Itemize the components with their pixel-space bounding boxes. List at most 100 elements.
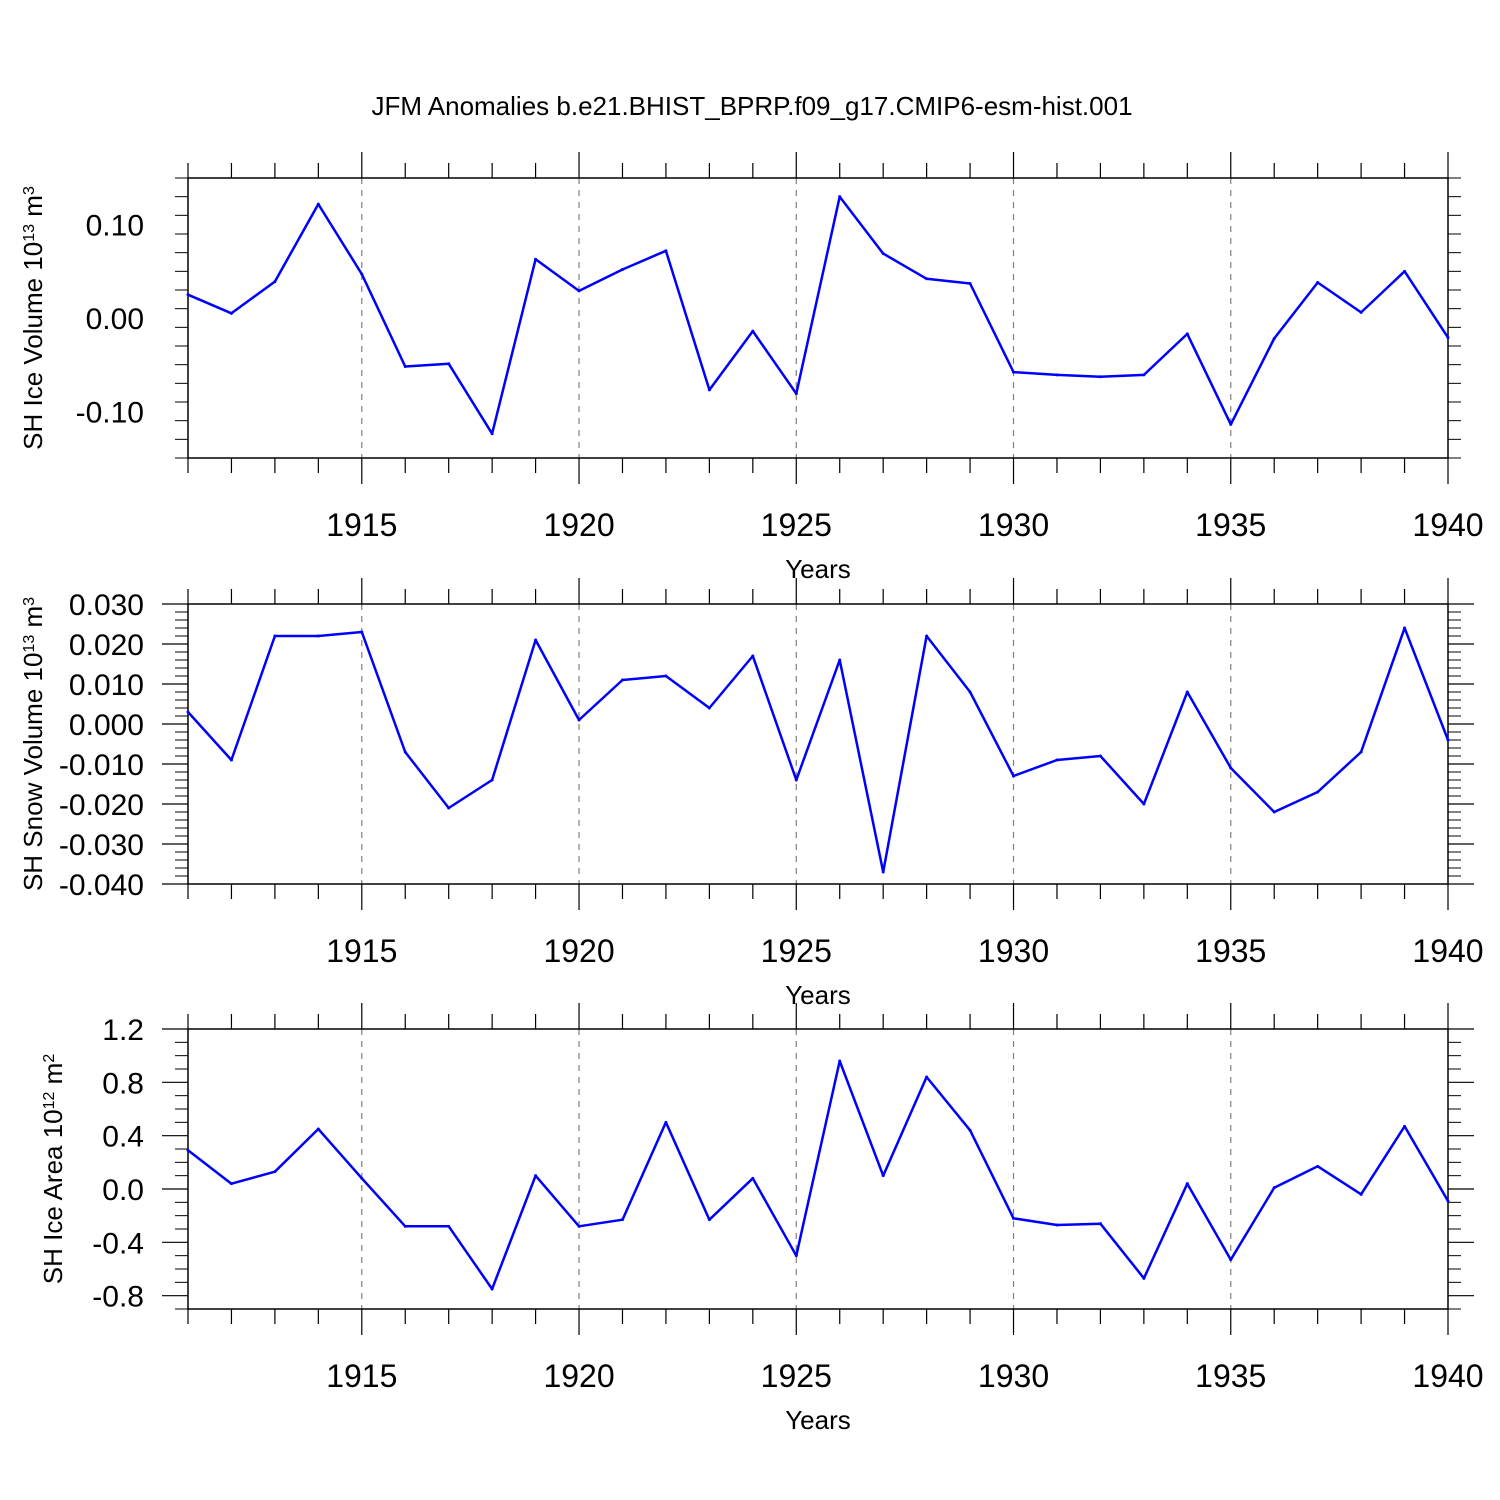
y-tick-label: 0.010 — [69, 669, 144, 702]
data-point — [664, 674, 668, 678]
data-point — [881, 252, 885, 256]
data-point — [577, 289, 581, 293]
x-tick-label: 1925 — [761, 933, 832, 969]
data-point — [490, 432, 494, 436]
x-tick-label: 1940 — [1412, 507, 1483, 543]
data-point — [534, 257, 538, 261]
data-point — [620, 1218, 624, 1222]
data-point — [707, 1218, 711, 1222]
data-point — [1272, 1186, 1276, 1190]
data-point — [534, 1174, 538, 1178]
x-tick-label: 1915 — [326, 507, 397, 543]
data-point — [881, 870, 885, 874]
data-point — [1142, 1276, 1146, 1280]
y-axis-title: SH Snow Volume 1013 m3 — [18, 597, 48, 891]
y-tick-label: 0.030 — [69, 589, 144, 622]
data-point — [1185, 690, 1189, 694]
y-tick-label: 0.0 — [102, 1174, 144, 1207]
x-tick-label: 1940 — [1412, 933, 1483, 969]
data-point — [1055, 758, 1059, 762]
data-point — [1403, 269, 1407, 273]
data-point — [968, 690, 972, 694]
y-axis-title: SH Ice Volume 1013 m3 — [18, 186, 48, 450]
data-point — [577, 718, 581, 722]
x-tick-label: 1930 — [978, 1358, 1049, 1394]
data-point — [751, 329, 755, 333]
data-point — [316, 634, 320, 638]
data-point — [968, 281, 972, 285]
x-tick-label: 1935 — [1195, 507, 1266, 543]
data-point — [925, 277, 929, 281]
data-point — [360, 272, 364, 276]
y-tick-label: 0.8 — [102, 1067, 144, 1100]
data-point — [1229, 422, 1233, 426]
data-point — [1098, 375, 1102, 379]
x-tick-label: 1940 — [1412, 1358, 1483, 1394]
x-tick-label: 1915 — [326, 1358, 397, 1394]
data-point — [1316, 281, 1320, 285]
data-point — [273, 634, 277, 638]
y-tick-label: -0.4 — [92, 1227, 144, 1260]
x-tick-label: 1915 — [326, 933, 397, 969]
data-point — [447, 1224, 451, 1228]
data-point — [490, 1287, 494, 1291]
data-point — [707, 706, 711, 710]
data-point — [1012, 370, 1016, 374]
data-point — [751, 1176, 755, 1180]
x-tick-label: 1935 — [1195, 933, 1266, 969]
y-tick-label: -0.10 — [76, 396, 144, 429]
y-tick-label: -0.040 — [59, 869, 144, 902]
x-tick-label: 1925 — [761, 507, 832, 543]
series-line — [187, 1059, 1450, 1291]
x-axis-title: Years — [785, 980, 851, 1010]
data-point — [229, 758, 233, 762]
x-tick-label: 1930 — [978, 507, 1049, 543]
data-point — [620, 267, 624, 271]
data-point — [1272, 810, 1276, 814]
data-point — [968, 1128, 972, 1132]
data-point — [925, 634, 929, 638]
x-tick-label: 1920 — [543, 1358, 614, 1394]
data-point — [1012, 1216, 1016, 1220]
data-point — [1229, 1258, 1233, 1262]
data-point — [707, 388, 711, 392]
data-point — [881, 1174, 885, 1178]
data-point — [1055, 373, 1059, 377]
data-point — [1185, 1182, 1189, 1186]
data-point — [1359, 750, 1363, 754]
data-point — [1403, 626, 1407, 630]
x-axis-title: Years — [785, 1405, 851, 1435]
data-point — [403, 750, 407, 754]
data-point — [1055, 1223, 1059, 1227]
data-point — [447, 362, 451, 366]
data-point — [1446, 336, 1450, 340]
data-point — [403, 365, 407, 369]
y-tick-label: 0.10 — [86, 210, 144, 243]
x-axis-title: Years — [785, 554, 851, 584]
plot-frame — [187, 177, 1449, 459]
data-point — [186, 293, 190, 297]
data-point — [229, 311, 233, 315]
data-point — [1403, 1124, 1407, 1128]
y-tick-label: 0.00 — [86, 303, 144, 336]
y-axis-title: SH Ice Area 1012 m2 — [38, 1054, 68, 1285]
chart-title: JFM Anomalies b.e21.BHIST_BPRP.f09_g17.C… — [371, 91, 1132, 121]
data-point — [1098, 754, 1102, 758]
data-point — [316, 202, 320, 206]
data-point — [1098, 1222, 1102, 1226]
data-point — [1316, 1164, 1320, 1168]
y-tick-label: -0.030 — [59, 829, 144, 862]
data-point — [490, 778, 494, 782]
data-point — [1142, 802, 1146, 806]
plot-frame — [187, 603, 1449, 885]
y-tick-label: -0.010 — [59, 749, 144, 782]
y-tick-label: 1.2 — [102, 1014, 144, 1047]
x-tick-label: 1920 — [543, 933, 614, 969]
data-point — [794, 778, 798, 782]
data-point — [1446, 1199, 1450, 1203]
panel-3: 1915 1920 1925 1930 1935 1940 Years -0.8 -0.4 0.0… — [38, 1003, 1484, 1435]
x-tick-label: 1925 — [761, 1358, 832, 1394]
panel-2: 1915 1920 1925 1930 1935 1940 Years -0.040 -0.03… — [18, 578, 1484, 1010]
data-point — [273, 280, 277, 284]
